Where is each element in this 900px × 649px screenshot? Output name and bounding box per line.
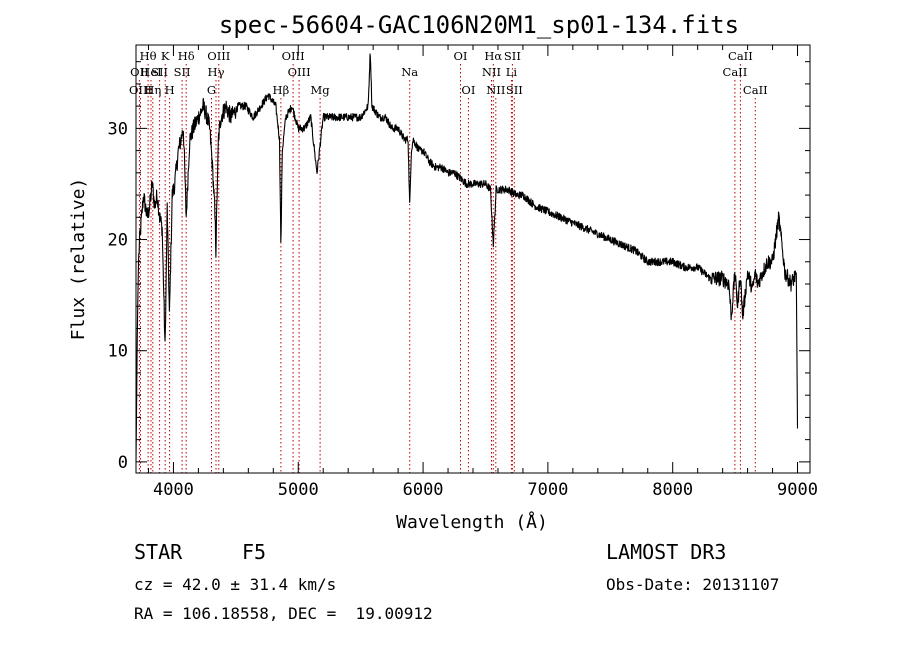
spectrum-series <box>135 53 799 462</box>
survey-name: LAMOST DR3 <box>606 540 727 564</box>
line-marker-label-4: Hη <box>144 83 161 97</box>
x-tick-label-4000: 4000 <box>153 480 194 500</box>
object-class: STAR <box>134 540 183 564</box>
spectral-subclass: F5 <box>242 540 267 564</box>
y-tick-label-0: 0 <box>118 453 128 473</box>
line-marker-label-12: G <box>207 83 216 97</box>
line-marker-label-14: OIII <box>282 49 305 63</box>
chart-title: spec-56604-GAC106N20M1_sp01-134.fits <box>219 11 739 39</box>
line-marker-label-21: NII <box>482 65 501 79</box>
x-tick-label-5000: 5000 <box>278 480 319 500</box>
spectrum-line <box>135 53 799 462</box>
axis-ticks: 4000 5000 6000 7000 8000 9000 0 10 20 30 <box>108 45 818 500</box>
x-tick-label-6000: 6000 <box>403 480 444 500</box>
line-marker-label-10: OIII <box>207 49 230 63</box>
line-marker-label-8: Hδ <box>178 49 195 63</box>
line-marker-label-16: Mg <box>311 83 331 97</box>
line-marker-label-7: H <box>165 83 175 97</box>
observation-date: Obs-Date: 20131107 <box>606 575 780 594</box>
line-marker-label-18: OI <box>454 49 468 63</box>
line-marker-label-20: Hα <box>484 49 502 63</box>
y-tick-label-10: 10 <box>108 342 128 362</box>
emission-line-labels: Hθ OII OIII HeI Hη K SII H Hδ SII OIII Hγ G Hβ OIII OII… <box>129 49 768 97</box>
x-tick-label-8000: 8000 <box>652 480 693 500</box>
x-axis-label: Wavelength (Å) <box>396 511 548 533</box>
line-marker-label-1: OII <box>130 65 149 79</box>
line-marker-label-9: SII <box>174 65 191 79</box>
redshift-readout: cz = 42.0 ± 31.4 km/s <box>134 575 337 594</box>
x-tick-label-9000: 9000 <box>777 480 818 500</box>
line-marker-label-15: OIII <box>288 65 311 79</box>
y-tick-label-20: 20 <box>108 231 128 251</box>
emission-line-markers <box>138 64 756 473</box>
line-marker-label-13: Hβ <box>273 83 290 97</box>
line-marker-label-11: Hγ <box>208 65 225 79</box>
line-marker-label-24: Li <box>506 65 518 79</box>
coordinates-readout: RA = 106.18558, DEC = 19.00912 <box>134 604 433 623</box>
line-marker-label-3: HeI <box>140 65 161 79</box>
y-axis-label: Flux (relative) <box>68 178 89 341</box>
line-marker-label-25: SII <box>506 83 523 97</box>
line-marker-label-28: CaII <box>743 83 768 97</box>
line-marker-label-0: Hθ <box>140 49 157 63</box>
line-marker-label-27: CaII <box>723 65 748 79</box>
plot-frame <box>135 44 811 474</box>
line-marker-label-2: OIII <box>129 83 152 97</box>
x-tick-label-7000: 7000 <box>527 480 568 500</box>
line-marker-label-22: NII <box>486 83 505 97</box>
line-marker-label-17: Na <box>401 65 418 79</box>
y-tick-label-30: 30 <box>108 119 128 139</box>
line-marker-label-23: SII <box>504 49 521 63</box>
line-marker-label-5: K <box>161 49 170 63</box>
line-marker-label-19: OI <box>461 83 475 97</box>
line-marker-label-6: SII <box>151 65 168 79</box>
line-marker-label-26: CaII <box>728 49 753 63</box>
